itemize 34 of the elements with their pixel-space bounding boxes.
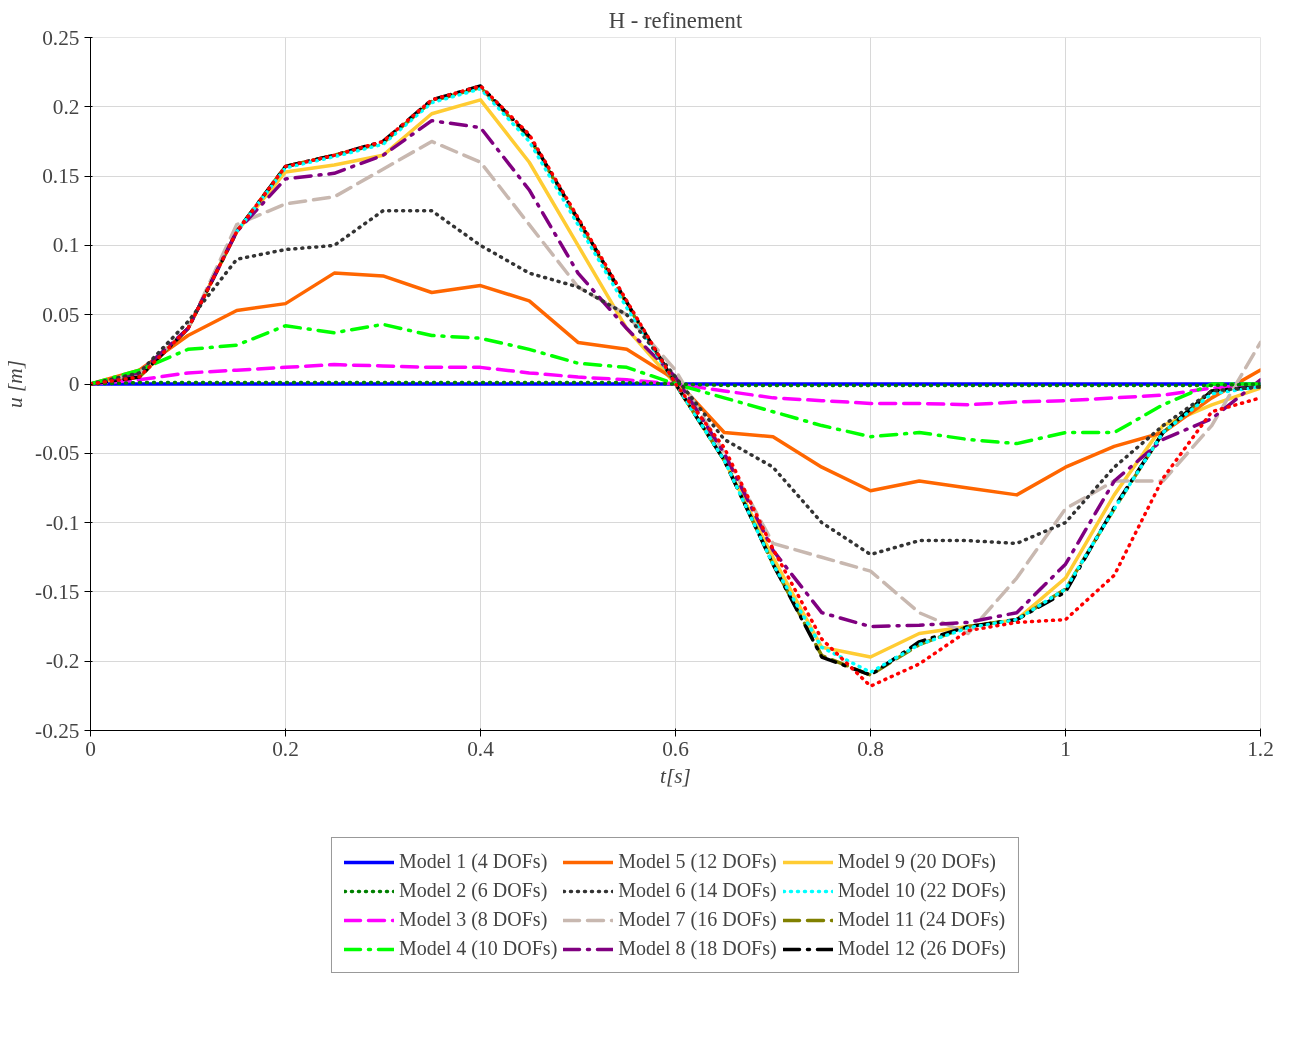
y-tick-label: 0.1 [52, 233, 80, 258]
legend-label: Model 10 (22 DOFs) [837, 879, 1007, 902]
y-tick-label: -0.1 [45, 510, 80, 535]
x-tick-label: 0.4 [467, 736, 495, 761]
x-tick-label: 0.8 [857, 736, 884, 761]
legend-label: Model 7 (16 DOFs) [618, 908, 777, 931]
line-series [90, 322, 1261, 446]
x-axis-title: t[s] [660, 763, 691, 788]
y-tick-label: 0.05 [42, 302, 80, 327]
y-tick-label: -0.2 [45, 649, 80, 674]
y-tick-label: -0.05 [35, 441, 80, 466]
y-tick-label: 0.15 [42, 164, 80, 189]
y-tick-label: 0.25 [42, 25, 80, 50]
y-tick-label: -0.15 [35, 579, 80, 604]
legend-label: Model 1 (4 DOFs) [398, 850, 548, 873]
x-tick-label: 0.2 [272, 736, 299, 761]
legend-label: Model 9 (20 DOFs) [837, 850, 997, 873]
y-tick-label: 0 [68, 372, 80, 396]
legend-label: Model 12 (26 DOFs) [837, 937, 1007, 960]
legend-label: Model 5 (12 DOFs) [618, 850, 777, 873]
x-tick-label: 0 [85, 736, 96, 761]
legend-label: Model 3 (8 DOFs) [398, 908, 548, 931]
legend-label: Model 6 (14 DOFs) [618, 879, 777, 902]
x-tick-label: 1 [1060, 736, 1071, 761]
chart-title: H - refinement [608, 7, 743, 33]
legend-label: Model 11 (24 DOFs) [837, 908, 1006, 931]
legend-label: Model 2 (6 DOFs) [398, 879, 548, 902]
y-tick-label: 0.2 [52, 94, 80, 119]
legend-label: Model 4 (10 DOFs) [398, 937, 558, 960]
x-tick-label: 1.2 [1247, 736, 1274, 761]
y-axis-title: u [m] [3, 360, 28, 408]
legend-label: Model 8 (18 DOFs) [618, 937, 777, 960]
y-tick-label: -0.25 [35, 718, 80, 743]
x-tick-label: 0.6 [662, 736, 690, 761]
